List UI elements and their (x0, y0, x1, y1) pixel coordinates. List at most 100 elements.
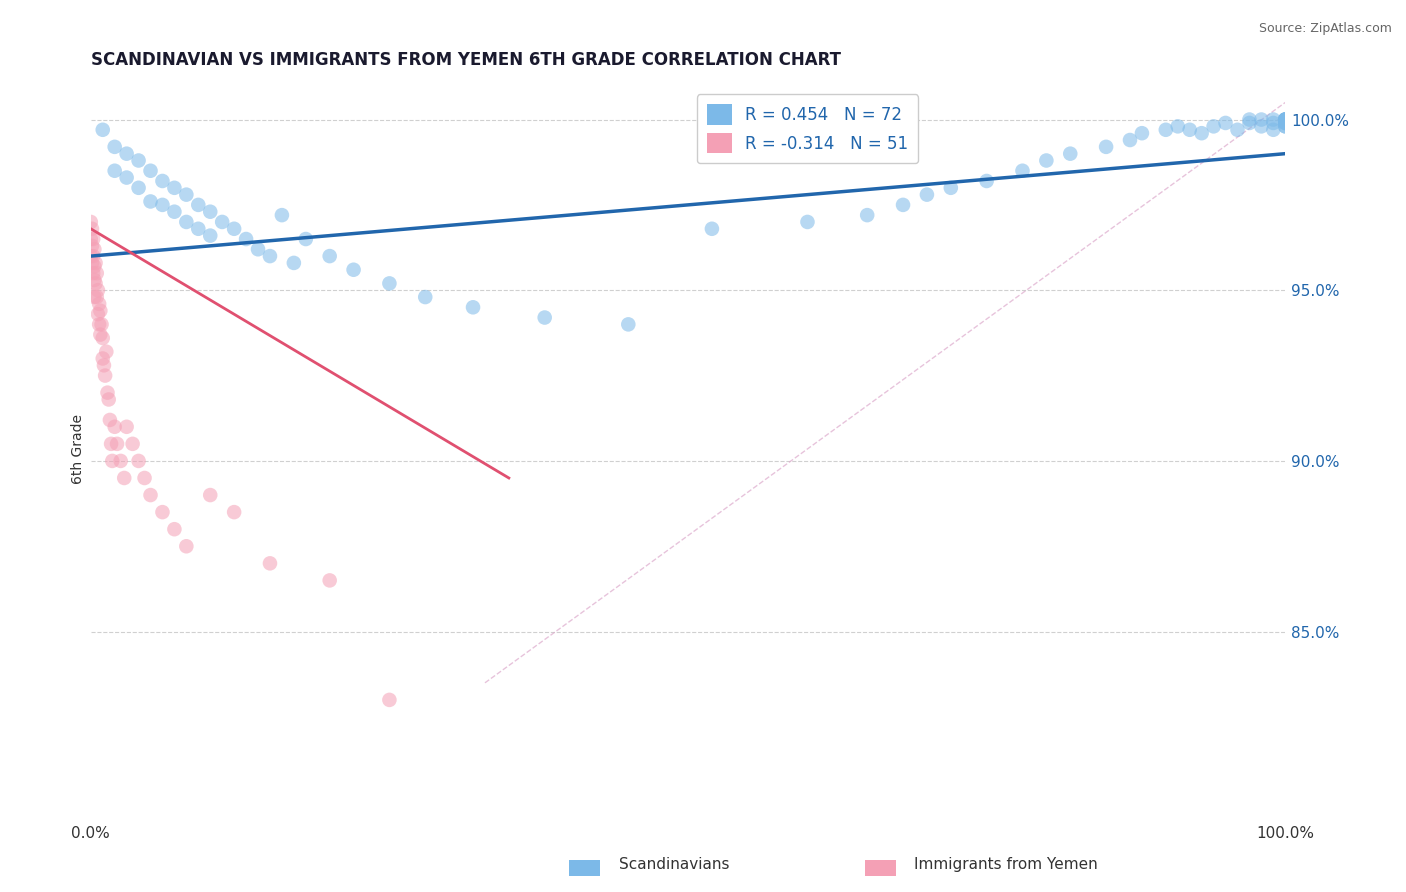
Point (283, 256, 305, 270)
Point (1215, 116, 1237, 130)
Point (200, 204, 222, 219)
Point (1130, 126, 1153, 140)
Point (1274, 120, 1296, 134)
Point (318, 249, 340, 263)
Point (200, 228, 222, 243)
Point (89, 327, 111, 342)
Point (294, 232, 316, 246)
Point (1274, 112, 1296, 127)
Point (1274, 112, 1296, 127)
Point (115, 146, 138, 161)
Text: Source: ZipAtlas.com: Source: ZipAtlas.com (1258, 22, 1392, 36)
Point (80, 232, 103, 246)
Point (128, 454, 150, 468)
Point (176, 187, 198, 202)
Point (96, 344, 118, 359)
Point (1154, 122, 1177, 136)
Point (176, 215, 198, 229)
Point (115, 419, 138, 434)
Point (915, 187, 938, 202)
Point (152, 505, 174, 519)
Point (1274, 112, 1296, 127)
Point (163, 181, 186, 195)
Point (83, 260, 105, 274)
Point (82, 266, 104, 280)
Point (86, 266, 108, 280)
Point (1226, 122, 1249, 136)
Y-axis label: 6th Grade: 6th Grade (72, 414, 86, 484)
Point (1263, 112, 1285, 127)
Point (89, 318, 111, 332)
Point (413, 290, 436, 304)
Point (1011, 163, 1033, 178)
Point (104, 419, 127, 434)
Text: Immigrants from Yemen: Immigrants from Yemen (914, 857, 1098, 872)
Point (1239, 116, 1261, 130)
Point (90, 318, 112, 332)
Point (80, 239, 103, 253)
Point (1167, 120, 1189, 134)
Point (80, 221, 103, 235)
Point (1095, 140, 1118, 154)
Point (891, 198, 914, 212)
Point (259, 557, 281, 571)
Point (87, 307, 110, 321)
Point (152, 198, 174, 212)
Point (1274, 116, 1296, 130)
Point (152, 174, 174, 188)
Point (224, 221, 246, 235)
Point (163, 522, 186, 536)
Point (86, 290, 108, 304)
Point (461, 301, 484, 315)
Point (200, 488, 222, 502)
Point (89, 297, 111, 311)
Point (80, 249, 103, 263)
Point (1191, 126, 1213, 140)
Point (1274, 112, 1296, 127)
Text: SCANDINAVIAN VS IMMIGRANTS FROM YEMEN 6TH GRADE CORRELATION CHART: SCANDINAVIAN VS IMMIGRANTS FROM YEMEN 6T… (91, 51, 841, 69)
Point (1059, 146, 1081, 161)
Point (84, 256, 107, 270)
Point (235, 232, 257, 246)
Point (82, 249, 104, 263)
Point (139, 488, 162, 502)
Point (856, 208, 879, 222)
Point (1263, 116, 1285, 130)
Point (112, 471, 135, 485)
Point (94, 368, 117, 383)
Point (163, 204, 186, 219)
Point (91, 351, 114, 366)
Point (139, 163, 162, 178)
Point (1119, 133, 1142, 147)
Point (342, 262, 364, 277)
Point (1274, 120, 1296, 134)
Point (98, 413, 121, 427)
Point (176, 539, 198, 553)
Point (378, 693, 401, 707)
Point (211, 215, 233, 229)
Point (378, 277, 401, 291)
Point (533, 310, 555, 325)
Point (128, 181, 150, 195)
Point (91, 331, 114, 345)
Point (318, 574, 340, 588)
Point (101, 454, 124, 468)
Point (187, 198, 209, 212)
Point (1178, 122, 1201, 136)
Point (139, 194, 162, 209)
Point (96, 385, 118, 400)
Point (271, 208, 294, 222)
Point (97, 392, 120, 407)
Point (84, 277, 107, 291)
Point (83, 290, 105, 304)
Point (247, 242, 270, 256)
Point (115, 170, 138, 185)
Point (104, 140, 127, 154)
Point (224, 505, 246, 519)
Point (617, 318, 640, 332)
Point (89, 303, 111, 318)
Point (796, 215, 818, 229)
Point (1250, 112, 1272, 127)
Point (110, 454, 132, 468)
Point (1274, 112, 1296, 127)
